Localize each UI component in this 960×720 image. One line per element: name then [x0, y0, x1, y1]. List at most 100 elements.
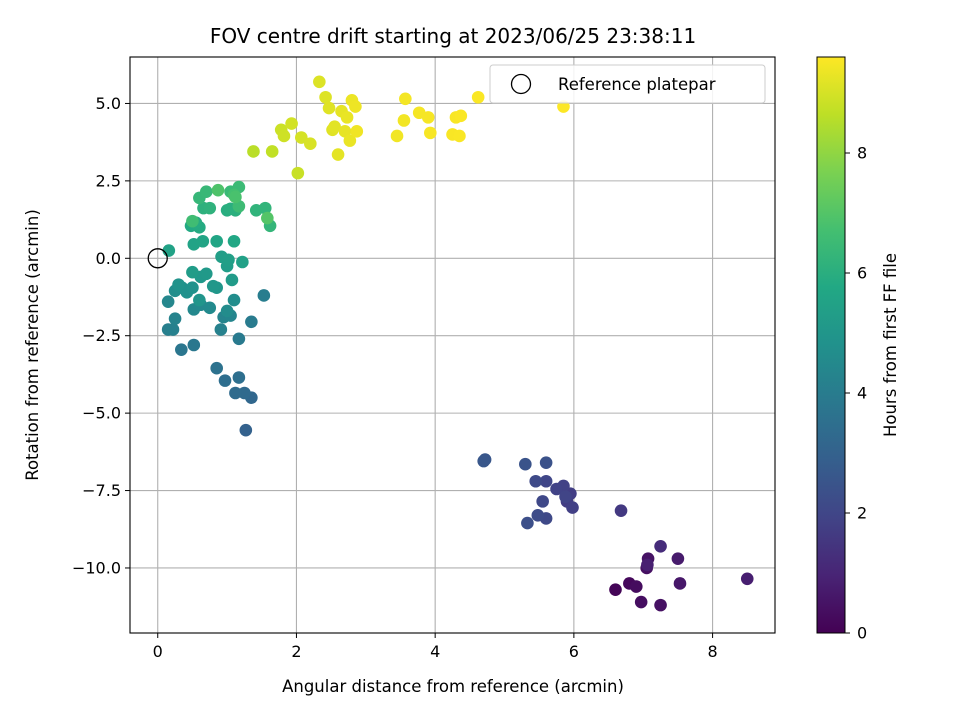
- data-point: [397, 114, 411, 127]
- grid-lines: [130, 57, 775, 633]
- data-point: [285, 117, 298, 130]
- data-point: [454, 109, 468, 123]
- data-point: [218, 374, 232, 387]
- data-point: [210, 234, 223, 248]
- x-tick-label: 2: [291, 642, 301, 661]
- legend-box: [489, 64, 766, 104]
- data-point: [162, 244, 176, 257]
- data-point: [203, 301, 217, 315]
- colorbar: 0 2 4 6 8 Hours from first FF file: [816, 56, 900, 643]
- plot-frame: [129, 56, 776, 634]
- data-point: [453, 129, 466, 143]
- data-point: [257, 289, 271, 302]
- data-point: [247, 145, 260, 158]
- colorbar-tick-label: 6: [857, 264, 867, 283]
- x-tick-label: 6: [569, 642, 579, 661]
- data-point: [277, 129, 291, 143]
- colorbar-gradient: [816, 56, 846, 634]
- data-point: [232, 332, 246, 346]
- data-point: [199, 185, 213, 199]
- data-point: [210, 361, 223, 375]
- data-point: [322, 101, 336, 115]
- data-point: [641, 558, 654, 572]
- data-point: [186, 281, 199, 295]
- data-point: [559, 490, 572, 504]
- data-point: [168, 312, 182, 325]
- reference-platepar-marker: [147, 248, 168, 269]
- legend-marker-reference: [510, 73, 532, 95]
- data-point: [566, 501, 579, 514]
- y-tick-label: −10.0: [72, 558, 121, 577]
- data-point: [529, 474, 543, 488]
- data-point: [222, 253, 235, 267]
- data-point: [304, 137, 317, 151]
- data-point: [203, 201, 217, 215]
- data-point: [236, 255, 249, 269]
- data-point: [225, 273, 239, 287]
- data-point: [239, 423, 253, 437]
- colorbar-tick-label: 0: [857, 624, 867, 643]
- data-point: [471, 90, 485, 104]
- y-axis-ticks: 5.0 2.5 0.0 −2.5 −5.0 −7.5 −10.0: [72, 94, 130, 577]
- data-point: [671, 552, 685, 565]
- data-point: [196, 234, 210, 248]
- y-tick-label: 5.0: [96, 94, 121, 113]
- data-point: [331, 148, 345, 161]
- y-axis-label: Rotation from reference (arcmin): [23, 209, 42, 481]
- data-point: [206, 279, 220, 293]
- data-point: [521, 516, 534, 530]
- data-point: [187, 338, 201, 352]
- data-point: [328, 120, 341, 133]
- x-tick-label: 8: [707, 642, 717, 661]
- data-point: [199, 267, 213, 281]
- data-point: [634, 595, 648, 609]
- data-point: [531, 509, 545, 522]
- data-point: [186, 214, 199, 228]
- data-point: [291, 166, 305, 180]
- colorbar-ticks: 0 2 4 6 8: [845, 144, 867, 643]
- data-point: [390, 129, 404, 143]
- data-point: [349, 100, 362, 113]
- data-point: [220, 304, 234, 318]
- legend: Reference platepar: [489, 64, 766, 104]
- data-points: [147, 75, 754, 612]
- data-point: [258, 201, 272, 215]
- data-point: [193, 293, 206, 307]
- data-point: [421, 111, 435, 124]
- data-point: [609, 583, 622, 596]
- data-point: [232, 371, 246, 384]
- data-point: [186, 265, 199, 279]
- y-tick-label: −7.5: [82, 481, 121, 500]
- data-point: [350, 125, 364, 138]
- data-point: [654, 539, 667, 553]
- data-point: [175, 343, 188, 356]
- y-tick-label: −5.0: [82, 404, 121, 423]
- y-tick-label: 0.0: [96, 249, 121, 268]
- data-point: [614, 504, 628, 517]
- data-point: [172, 278, 185, 291]
- data-point: [338, 125, 352, 138]
- colorbar-label: Hours from first FF file: [881, 253, 900, 437]
- data-point: [319, 90, 332, 104]
- data-point: [161, 295, 175, 308]
- data-point: [343, 134, 357, 147]
- data-point: [261, 211, 274, 225]
- data-point: [229, 190, 242, 204]
- data-point: [229, 386, 242, 400]
- data-point: [424, 126, 437, 140]
- x-tick-label: 4: [430, 642, 440, 661]
- data-point: [629, 580, 643, 593]
- data-point: [477, 454, 491, 468]
- data-point: [238, 386, 251, 400]
- data-point: [211, 183, 225, 197]
- data-point: [519, 457, 532, 471]
- data-point: [166, 323, 180, 336]
- colorbar-tick-label: 4: [857, 384, 867, 403]
- colorbar-tick-label: 8: [857, 144, 867, 163]
- x-axis-ticks: 0 2 4 6 8: [153, 633, 718, 661]
- x-tick-label: 0: [153, 642, 163, 661]
- data-point: [265, 145, 279, 158]
- data-point: [673, 577, 687, 590]
- y-tick-label: 2.5: [96, 171, 121, 190]
